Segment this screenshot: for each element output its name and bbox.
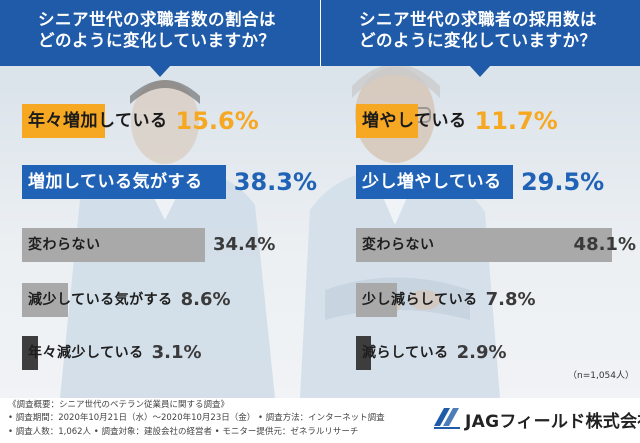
bar-label-0-4: 年々減少している — [28, 345, 144, 361]
survey-target-info: • 調査人数：1,062人 • 調査対象：建設会社の経営者 • モニター提供元：… — [8, 427, 359, 437]
footer: 《調査概要：シニア世代のベテラン従業員に関する調査》 • 調査期間：2020年1… — [0, 398, 640, 443]
value-label-0-2: 34.4% — [213, 234, 276, 255]
bar-1-3 — [356, 283, 398, 317]
bar-label-1-1: 少し増やしている — [362, 172, 502, 192]
jag-logo-icon — [434, 408, 460, 429]
question-right-line2: どのように変化していますか？ — [359, 31, 597, 50]
value-label-0-4: 3.1% — [151, 342, 202, 363]
bar-label-1-4: 減らしている — [362, 345, 449, 361]
question-right-tail — [469, 65, 491, 77]
question-left-header: シニア世代の求職者数の割合は どのように変化していますか？ — [0, 0, 320, 66]
bar-1-0 — [356, 104, 419, 138]
value-label-1-0: 11.7% — [474, 107, 558, 135]
company-name: JAGフィールド株式会社 — [465, 412, 640, 432]
survey-period-method: • 調査期間：2020年10月21日（水）～2020年10月23日（金） • 調… — [8, 413, 385, 423]
bar-label-1-0: 増やしている — [362, 111, 467, 131]
bar-0-3 — [22, 283, 68, 317]
question-left-line1: シニア世代の求職者数の割合は — [38, 10, 276, 29]
bar-label-0-1: 増加している気がする — [28, 172, 203, 192]
value-label-0-3: 8.6% — [180, 289, 231, 310]
question-right-header: シニア世代の求職者の採用数は どのように変化していますか？ — [320, 0, 640, 66]
bar-label-0-0: 年々増加している — [28, 111, 168, 131]
question-left-line2: どのように変化していますか？ — [38, 31, 276, 50]
value-label-0-1: 38.3% — [233, 168, 318, 196]
question-right-line1: シニア世代の求職者の採用数は — [359, 10, 597, 29]
sample-size-note: （n=1,054人） — [568, 371, 635, 381]
bar-0-2 — [22, 228, 205, 262]
bar-label-0-3: 減少している気がする — [28, 292, 173, 308]
bar-1-4 — [356, 336, 372, 370]
question-left-tail — [149, 65, 171, 77]
bar-0-4 — [22, 336, 39, 370]
bar-1-2 — [356, 228, 612, 262]
company-logo: JAGフィールド株式会社 — [432, 402, 640, 434]
bar-label-1-3: 少し減らしている — [362, 292, 478, 308]
value-label-1-4: 2.9% — [456, 342, 507, 363]
value-label-1-2: 48.1% — [573, 234, 636, 255]
bar-label-1-2: 変わらない — [362, 237, 435, 253]
value-label-1-1: 29.5% — [520, 168, 605, 196]
value-label-1-3: 7.8% — [485, 289, 536, 310]
bar-0-0 — [22, 104, 105, 138]
survey-overview-title: 《調査概要：シニア世代のベテラン従業員に関する調査》 — [8, 400, 230, 410]
bar-label-0-2: 変わらない — [28, 237, 101, 253]
bar-1-1 — [356, 165, 513, 199]
value-label-0-0: 15.6% — [175, 107, 259, 135]
bar-0-1 — [22, 165, 226, 199]
